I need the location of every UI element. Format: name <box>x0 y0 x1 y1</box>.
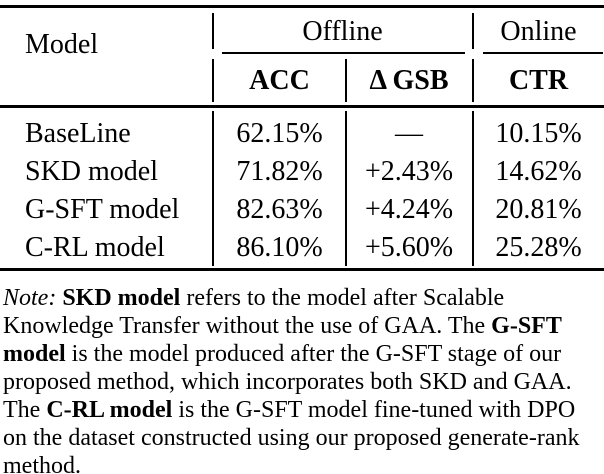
column-header-acc: ACC <box>249 65 310 96</box>
column-separator <box>472 59 474 102</box>
column-separator <box>212 111 214 266</box>
column-header-delta-gsb: Δ GSB <box>369 65 449 96</box>
cell-ctr: 10.15% <box>495 118 582 149</box>
column-header-ctr: CTR <box>508 65 569 96</box>
cell-model: BaseLine <box>25 118 131 149</box>
note-line: Note: SKD model refers to the model afte… <box>3 285 505 311</box>
group-header-online: Online <box>500 15 577 47</box>
cell-delta-gsb: +5.60% <box>364 232 454 263</box>
cell-acc: 86.10% <box>236 232 323 263</box>
cell-model: C-RL model <box>25 232 165 263</box>
column-separator <box>345 111 347 266</box>
cell-model: G-SFT model <box>25 194 180 225</box>
cell-acc: 62.15% <box>236 118 323 149</box>
column-separator <box>472 13 474 49</box>
offline-group-underline <box>222 52 465 54</box>
table-note: Note: SKD model refers to the model afte… <box>3 284 604 474</box>
table-row: G-SFT model 82.63% +4.24% 20.81% <box>0 191 604 229</box>
note-line: on the dataset constructed using our pro… <box>3 425 580 451</box>
group-header-offline: Offline <box>302 15 383 47</box>
cell-ctr: 20.81% <box>495 194 582 225</box>
cell-model: SKD model <box>25 156 158 187</box>
column-separator <box>212 13 214 49</box>
cell-delta-gsb: +2.43% <box>364 156 454 187</box>
table-row: SKD model 71.82% +2.43% 14.62% <box>0 153 604 191</box>
table-header-rule <box>0 105 604 108</box>
table-bottom-rule <box>0 268 604 271</box>
column-separator <box>212 59 214 102</box>
online-group-underline <box>483 52 603 54</box>
column-header-model: Model <box>25 29 99 60</box>
note-line: proposed method, which incorporates both… <box>3 369 572 395</box>
cell-acc: 82.63% <box>236 194 323 225</box>
cell-ctr: 25.28% <box>495 232 582 263</box>
note-line: Knowledge Transfer without the use of GA… <box>3 313 562 339</box>
note-line: method. <box>3 453 81 474</box>
cell-acc: 71.82% <box>236 156 323 187</box>
column-separator <box>345 59 347 102</box>
table-row: C-RL model 86.10% +5.60% 25.28% <box>0 229 604 267</box>
note-line: The C-RL model is the G-SFT model fine-t… <box>3 397 576 423</box>
table-row: BaseLine 62.15% — 10.15% <box>0 115 604 153</box>
cell-ctr: 14.62% <box>495 156 582 187</box>
cell-delta-gsb: — <box>395 118 423 149</box>
note-line: model is the model produced after the G-… <box>3 341 562 367</box>
cell-delta-gsb: +4.24% <box>364 194 454 225</box>
table-top-rule <box>0 5 604 8</box>
column-separator <box>472 111 474 266</box>
